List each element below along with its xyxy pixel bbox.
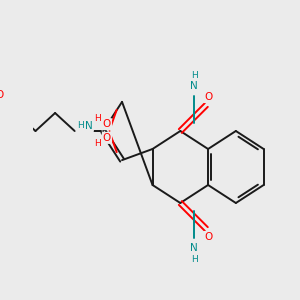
Text: H: H (94, 114, 100, 123)
Text: N: N (190, 81, 198, 91)
Text: O: O (103, 119, 111, 129)
Text: H: H (191, 254, 198, 263)
Text: N: N (85, 121, 93, 131)
Text: O: O (0, 90, 4, 100)
Text: H: H (76, 122, 83, 130)
Text: O: O (204, 232, 212, 242)
Text: O: O (204, 92, 212, 102)
Text: H: H (94, 140, 100, 148)
Text: O: O (103, 133, 111, 143)
Text: H: H (191, 70, 198, 80)
Text: N: N (190, 243, 198, 253)
